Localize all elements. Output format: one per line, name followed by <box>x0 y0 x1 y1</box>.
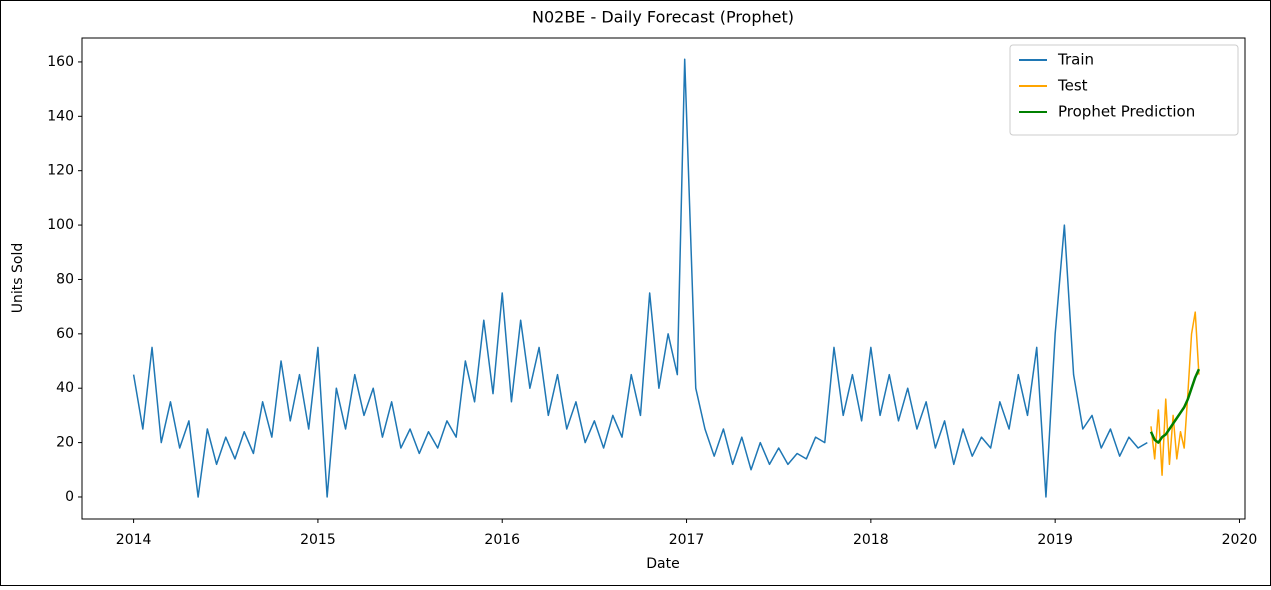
plot-frame <box>81 37 1246 520</box>
x-tick-label: 2015 <box>300 532 336 548</box>
y-axis-label: Units Sold <box>10 243 26 313</box>
y-tick-label: 80 <box>56 271 74 287</box>
legend-label: Test <box>1057 77 1088 95</box>
x-tick-label: 2017 <box>669 532 705 548</box>
y-tick-label: 120 <box>47 163 74 179</box>
x-axis-label: Date <box>646 556 679 572</box>
chart-title: N02BE - Daily Forecast (Prophet) <box>532 8 794 27</box>
y-tick-label: 100 <box>47 217 74 233</box>
series-line <box>1150 311 1200 476</box>
x-tick-label: 2014 <box>116 532 152 548</box>
series-line <box>132 58 1148 498</box>
y-tick-label: 20 <box>56 435 74 451</box>
y-tick-label: 160 <box>47 54 74 70</box>
legend-label: Prophet Prediction <box>1058 103 1195 121</box>
legend-label: Train <box>1057 51 1094 69</box>
legend-box <box>1009 44 1239 136</box>
y-tick-label: 140 <box>47 108 74 124</box>
y-tick-label: 0 <box>65 489 74 505</box>
x-tick-label: 2016 <box>484 532 520 548</box>
x-tick-label: 2020 <box>1222 532 1258 548</box>
y-tick-label: 60 <box>56 326 74 342</box>
series-line <box>1149 368 1201 444</box>
x-tick-label: 2019 <box>1037 532 1073 548</box>
y-tick-label: 40 <box>56 380 74 396</box>
legend: Train Test Prophet Prediction <box>1009 44 1239 136</box>
x-tick-label: 2018 <box>853 532 889 548</box>
